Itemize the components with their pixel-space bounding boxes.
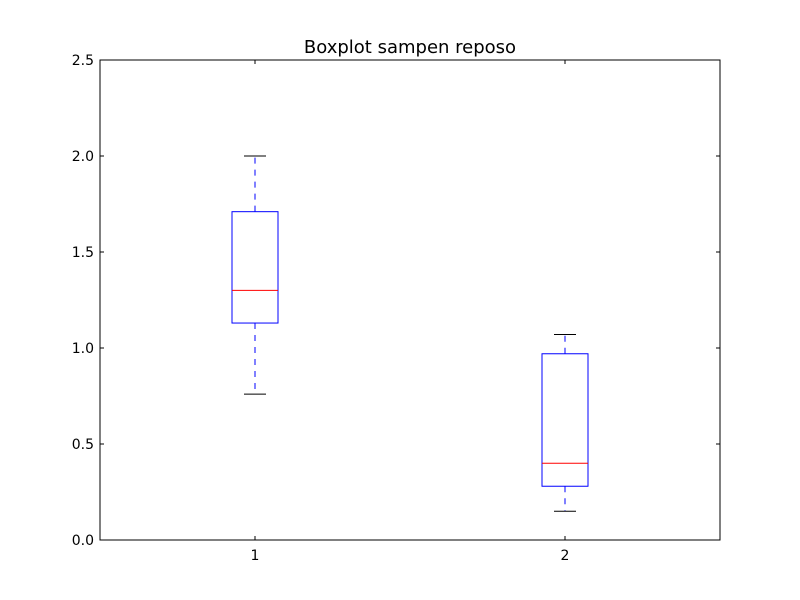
box-iqr [541,353,589,487]
y-axis: 0.0 0.5 1.0 1.5 2.0 2.5 [72,53,720,549]
y-tick-label: 2.5 [72,53,94,69]
y-tick-label: 0.0 [72,533,94,549]
chart-title: Boxplot sampen reposo [304,37,516,58]
y-tick-label: 1.0 [72,341,94,357]
x-tick-label: 2 [561,548,570,564]
y-tick-label: 1.5 [72,245,94,261]
boxes-group [231,155,589,512]
x-tick-label: 1 [251,548,260,564]
y-tick-label: 2.0 [72,149,94,165]
plot-area [99,59,721,541]
y-tick-label: 0.5 [72,437,94,453]
box-iqr [231,211,279,324]
